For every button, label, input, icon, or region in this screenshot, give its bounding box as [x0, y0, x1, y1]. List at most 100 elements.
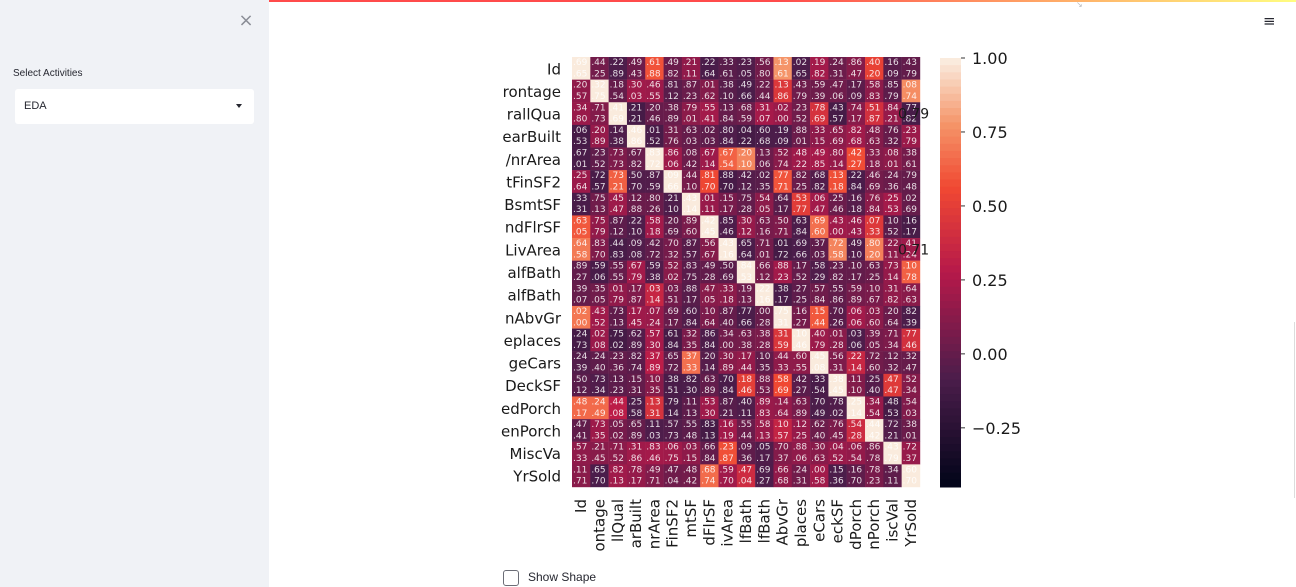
heatmap-cell [718, 396, 738, 420]
heatmap-cell-value: .10 [866, 284, 881, 294]
heatmap-cell-value: .82 [848, 126, 862, 136]
heatmap-cell [718, 260, 738, 284]
heatmap-cell [645, 305, 664, 329]
heatmap-cell-value: .69 [829, 137, 844, 147]
heatmap-cell-value: .63 [683, 126, 697, 136]
heatmap-cell [681, 441, 701, 465]
heatmap-column-label: eckSF [829, 499, 847, 543]
heatmap-cell [865, 147, 884, 171]
heatmap-cell-value: .33 [774, 364, 788, 374]
heatmap-cell-value: .21 [720, 409, 734, 419]
heatmap-cell [846, 419, 866, 442]
heatmap-cell-value: .13 [646, 397, 660, 407]
heatmap-cell-value: .70 [591, 250, 606, 260]
heatmap-cell [755, 283, 774, 307]
heatmap-cell [645, 373, 664, 397]
heatmap-cell [608, 79, 628, 103]
heatmap-cell-value: .62 [701, 92, 715, 102]
heatmap-cell-value: .89 [756, 397, 771, 407]
heatmap-cell [718, 328, 738, 352]
heatmap-row-label: earBuilt [502, 128, 561, 146]
heatmap-cell-value: .65 [793, 69, 807, 79]
heatmap-cell [663, 260, 683, 284]
heatmap-cell-value: .89 [573, 262, 588, 272]
heatmap-cell [590, 79, 609, 103]
heatmap-cell [681, 351, 701, 375]
heatmap-cell-value: .57 [829, 115, 843, 125]
colorbar-segment [940, 193, 961, 202]
heatmap-cell-value: .63 [866, 262, 880, 272]
heatmap-cell-value: .17 [683, 296, 697, 306]
heatmap-cell-value: .18 [610, 81, 625, 91]
heatmap-cell [755, 192, 774, 216]
heatmap-cell [608, 373, 628, 397]
heatmap-cell-value: .75 [591, 216, 605, 226]
heatmap-cell-value: .71 [774, 228, 788, 238]
heatmap-cell-value: .43 [829, 216, 843, 226]
heatmap-row-label: LivArea [505, 241, 561, 259]
heatmap-cell-value: .72 [665, 364, 679, 374]
heatmap-cell-value: .09 [884, 69, 899, 79]
heatmap-cell [700, 260, 719, 284]
heatmap-cell-value: .75 [591, 92, 605, 102]
heatmap-cell [755, 351, 774, 375]
heatmap-cell [828, 419, 847, 442]
heatmap-cell-value: .54 [610, 92, 625, 102]
heatmap-cell-value: .71 [573, 477, 587, 487]
heatmap-cell [755, 441, 774, 465]
heatmap-cell-value: .63 [701, 375, 715, 385]
heatmap-cell-value: .04 [829, 443, 844, 453]
checkbox-box[interactable] [503, 570, 519, 586]
heatmap-cell-value: .11 [738, 409, 752, 419]
heatmap-cell [718, 147, 738, 171]
heatmap-cell-value: .01 [683, 115, 697, 125]
heatmap-cell [901, 192, 921, 216]
heatmap-cell-value: .73 [591, 115, 605, 125]
heatmap-cell-value: .58 [866, 81, 881, 91]
heatmap-cell [736, 192, 756, 216]
heatmap-cell-value: .13 [756, 431, 770, 441]
heatmap-cell-value: .85 [884, 81, 898, 91]
scrollbar[interactable] [1294, 322, 1295, 498]
heatmap-cell [810, 328, 829, 352]
heatmap-cell-value: .03 [646, 431, 660, 441]
colorbar-segment [940, 129, 961, 138]
heatmap-cell [901, 396, 921, 420]
colorbar-segment [940, 265, 961, 273]
heatmap-cell [718, 170, 738, 193]
heatmap-cell [846, 351, 866, 375]
heatmap-cell-value: .47 [738, 465, 752, 475]
heatmap-cell-value: .83 [683, 262, 697, 272]
heatmap-cell-value: .64 [573, 239, 588, 249]
heatmap-cell-value: .54 [848, 454, 863, 464]
heatmap-cell-value: .10 [848, 386, 863, 396]
heatmap-cell-value: .70 [903, 477, 918, 487]
select-activities-dropdown[interactable]: EDA [15, 89, 254, 124]
heatmap-cell-value: .83 [610, 250, 624, 260]
heatmap-cell [700, 238, 719, 261]
colorbar-segment [940, 429, 961, 438]
heatmap-cell [865, 305, 884, 329]
heatmap-cell [865, 124, 884, 148]
heatmap-cell-value: .38 [610, 137, 625, 147]
heatmap-cell-value: .87 [628, 296, 642, 306]
heatmap-cell-value: .89 [720, 364, 735, 374]
heatmap-cell-value: .20 [738, 149, 753, 159]
heatmap-cell-value: .61 [646, 58, 660, 68]
heatmap-cell-value: .86 [628, 454, 643, 464]
heatmap-cell-value: .66 [738, 92, 753, 102]
heatmap-cell-value: .74 [848, 103, 863, 113]
heatmap-cell-value: .27 [793, 284, 807, 294]
heatmap-cell-value: .71 [774, 182, 788, 192]
heatmap-cell-value: .11 [683, 69, 697, 79]
heatmap-cell-value: .80 [866, 239, 881, 249]
heatmap-cell [645, 283, 664, 307]
heatmap-cell [590, 260, 609, 284]
hamburger-menu-icon[interactable]: ≡ [1263, 12, 1276, 30]
heatmap-cell-value: .87 [720, 454, 734, 464]
heatmap-cell-value: .34 [866, 397, 881, 407]
heatmap-cell-value: .66 [774, 465, 789, 475]
close-sidebar-icon[interactable]: × [238, 10, 254, 31]
heatmap-cell-value: .59 [774, 341, 789, 351]
colorbar-segment [940, 79, 961, 88]
